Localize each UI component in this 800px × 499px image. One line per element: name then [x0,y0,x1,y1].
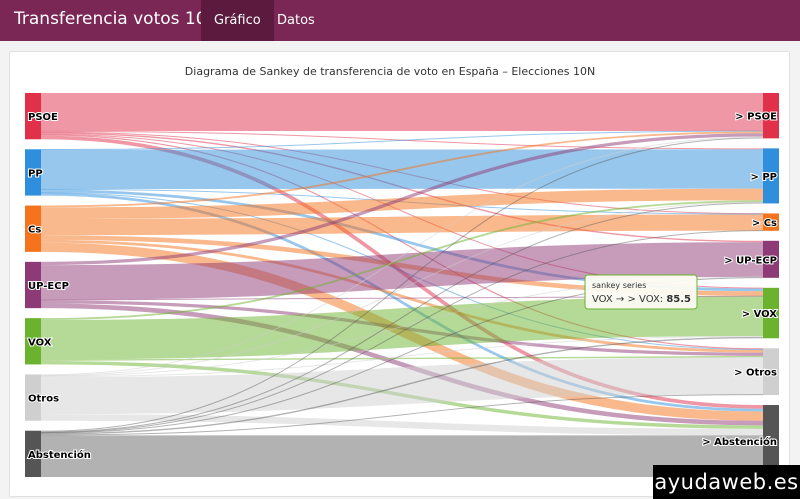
top-navbar: Transferencia votos 10N Gráfico Datos [0,0,800,41]
sankey-chart: Diagrama de Sankey de transferencia de v… [25,65,779,477]
sankey-node-source-cs[interactable] [25,205,41,252]
chart-panel: Diagrama de Sankey de transferencia de v… [9,51,790,497]
sankey-node-label-target-pp: > PP [750,172,777,183]
sankey-node-label-target-psoe: > PSOE [735,112,777,123]
tooltip-value: VOX → > VOX: 85.5 [592,294,691,305]
sankey-node-source-abstención[interactable] [25,430,41,477]
sankey-node-target-up-ecp[interactable] [763,240,779,278]
sankey-node-label-target-up-ecp: > UP-ECP [724,255,777,266]
sankey-node-label-target-cs: > Cs [752,218,777,229]
sankey-node-source-otros[interactable] [25,374,41,421]
sankey-node-label-source-abstención: Abstención [28,449,91,461]
sankey-node-target-pp[interactable] [763,148,779,204]
sankey-node-target-abstención[interactable] [763,405,779,477]
sankey-link-abstención-to-cs[interactable] [40,230,764,434]
app-title[interactable]: Transferencia votos 10N [14,9,220,29]
tooltip-series: sankey series [592,281,646,290]
sankey-link-otros-to-otros[interactable] [40,357,764,415]
sankey-node-source-pp[interactable] [25,149,41,196]
sankey-link-cs-to-otros[interactable] [40,239,764,353]
sankey-node-label-target-abstención: > Abstención [702,436,777,448]
sankey-link-otros-to-psoe[interactable] [40,136,764,376]
chart-title: Diagrama de Sankey de transferencia de v… [185,65,595,78]
sankey-link-vox-to-pp[interactable] [40,200,764,320]
sankey-node-label-target-otros: > Otros [734,368,777,379]
sankey-node-source-up-ecp[interactable] [25,261,41,309]
sankey-link-cs-to-pp[interactable] [40,188,764,219]
sankey-link-cs-to-cs[interactable] [40,214,764,236]
sankey-labels: PSOE PP Cs UP-ECP VOX Otros Abstención > PSOE > … [27,111,778,462]
sankey-node-target-psoe[interactable] [763,93,779,139]
sankey-link-pp-to-psoe[interactable] [40,130,764,151]
sankey-link-cs-to-psoe[interactable] [40,131,764,208]
sankey-link-up-ecp-to-psoe[interactable] [40,133,764,266]
tab-grafico[interactable]: Gráfico [201,0,274,41]
sankey-node-label-source-psoe: PSOE [28,112,58,123]
sankey-link-otros-to-vox[interactable] [40,335,764,378]
sankey-nodes [25,93,779,477]
tooltip-box [584,274,698,310]
sankey-link-up-ecp-to-up-ecp[interactable] [40,242,764,300]
sankey-node-source-psoe[interactable] [25,93,41,140]
sankey-link-abstención-to-pp[interactable] [40,202,764,433]
sankey-tooltip: sankey series VOX → > VOX: 85.5 [584,274,698,310]
tab-datos[interactable]: Datos [277,13,315,28]
sankey-link-abstención-to-psoe[interactable] [40,137,764,432]
sankey-node-label-source-otros: Otros [28,394,59,405]
sankey-node-target-vox[interactable] [763,287,779,339]
sankey-link-abstención-to-vox[interactable] [40,336,764,435]
sankey-link-vox-to-otros[interactable] [40,355,764,361]
sankey-node-label-source-up-ecp: UP-ECP [28,281,69,292]
sankey-link-vox-to-vox[interactable] [40,296,764,360]
sankey-node-label-source-pp: PP [28,168,43,179]
sankey-node-label-source-cs: Cs [28,225,41,236]
sankey-links [40,92,764,477]
sankey-node-source-vox[interactable] [25,318,41,365]
sankey-node-label-target-vox: > VOX [742,309,778,320]
sankey-node-target-cs[interactable] [763,213,779,231]
sankey-link-otros-to-abstención[interactable] [40,414,764,436]
sankey-link-abstención-to-otros[interactable] [40,394,764,436]
sankey-node-label-source-vox: VOX [28,337,52,348]
watermark-logo: ayudaweb.es [653,465,800,499]
sankey-node-target-otros[interactable] [763,348,779,396]
sankey-link-otros-to-pp[interactable] [40,201,764,377]
